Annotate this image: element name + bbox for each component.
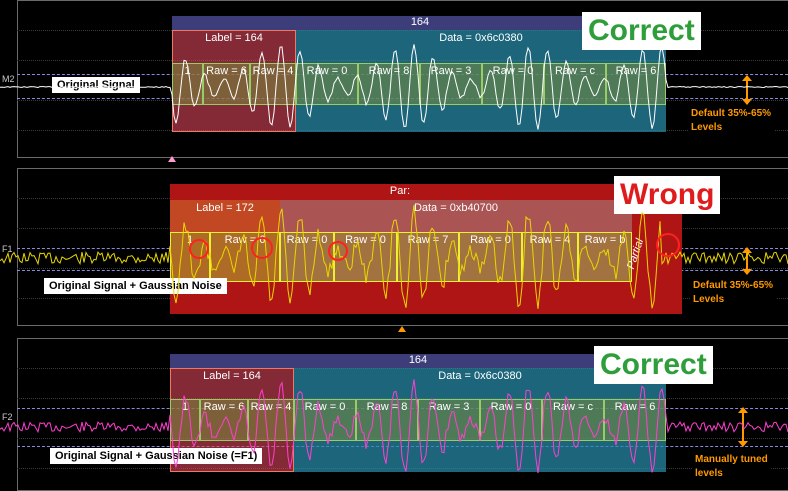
protocol-header-text: 164 (408, 354, 428, 366)
label-field-box (170, 200, 280, 282)
raw-field-text: Raw = 0 (306, 65, 348, 77)
waveform-panel-noisy-default: F1 Par: Label = 172 Data = 0xb40700 1 Raw… (0, 168, 788, 326)
level-note-line2: Levels (691, 122, 723, 133)
raw-field-text: Raw = 6 (206, 65, 247, 77)
error-circle-icon (251, 237, 273, 259)
level-range-arrow-icon (742, 247, 752, 275)
verdict-label: Correct (594, 346, 713, 384)
raw-field-text: Raw = 3 (428, 401, 470, 413)
raw-field-cell (604, 399, 666, 441)
level-note-line1: Manually tuned (695, 454, 768, 465)
raw-field-text: Raw = 6 (203, 401, 245, 413)
label-field-text: Label = 172 (196, 202, 254, 214)
trigger-marker-icon (398, 326, 406, 332)
raw-field-text: Raw = 3 (430, 65, 472, 77)
level-note: Manually tuned levels (692, 452, 771, 482)
level-note: Default 35%-65% Levels (688, 106, 775, 136)
raw-field-text: Raw = 0 (345, 234, 386, 246)
raw-field-text: Raw = 0 (304, 401, 346, 413)
raw-field-cell (356, 399, 418, 441)
error-circle-icon (328, 241, 348, 261)
raw-field-text: Raw = 4 (250, 401, 292, 413)
protocol-header-text: Par: (389, 185, 411, 197)
label-field-text: Label = 164 (203, 370, 261, 382)
waveform-trace (0, 205, 788, 309)
signal-label: Original Signal (52, 77, 140, 93)
panel-frame (17, 168, 788, 326)
data-field-text: Data = 0x6c0380 (438, 370, 522, 382)
raw-field-cell (522, 232, 578, 282)
protocol-header-text: 164 (410, 16, 430, 28)
signal-label: Original Signal + Gaussian Noise (=F1) (50, 448, 263, 464)
waveform-panel-original: M2 164 Label = 164 Data = 0x6c0380 1 Raw … (0, 0, 788, 158)
channel-label: F2 (2, 412, 13, 422)
raw-field-text: Raw = c (554, 65, 596, 77)
raw-field-text: Raw = 4 (529, 234, 571, 246)
raw-field-cell (578, 232, 632, 282)
raw-field-text: 1 (186, 234, 194, 246)
level-note-line1: Default 35%-65% (691, 108, 772, 119)
raw-field-cell (459, 232, 522, 282)
level-note-line2: levels (695, 468, 723, 479)
raw-field-text: Raw = c (552, 401, 594, 413)
raw-field-text: Raw = b (584, 234, 626, 246)
raw-field-text: Raw = 6 (224, 234, 266, 246)
raw-field-text: Raw = 0 (490, 401, 532, 413)
waveform-trace (0, 44, 788, 130)
waveform-panel-noisy-tuned: F2 164 Label = 164 Data = 0x6c0380 1 Raw … (0, 338, 788, 491)
channel-label: F1 (2, 244, 13, 254)
error-circle-icon (656, 233, 680, 257)
level-note-line1: Default 35%-65% (693, 280, 774, 291)
data-field-text: Data = 0xb40700 (413, 202, 499, 214)
level-range-arrow-icon (742, 75, 752, 105)
raw-field-text: 1 (184, 65, 191, 77)
protocol-header-bar (172, 16, 666, 30)
raw-field-text: 1 (181, 401, 189, 413)
verdict-label: Correct (582, 12, 701, 50)
protocol-header-bar (170, 354, 666, 368)
trigger-marker-icon (168, 156, 176, 162)
level-note: Default 35%-65% Levels (690, 278, 777, 308)
channel-label: M2 (2, 74, 15, 84)
raw-field-text: Raw = 4 (252, 65, 294, 77)
waveform-trace (0, 379, 788, 474)
data-field-text: Data = 0x6c0380 (439, 32, 523, 44)
raw-field-cell (544, 63, 606, 105)
raw-field-text: Raw = 0 (470, 234, 511, 246)
raw-field-cell (480, 399, 542, 441)
panel-frame (17, 0, 788, 158)
label-field-text: Label = 164 (205, 32, 263, 44)
verdict-label: Wrong (614, 176, 721, 214)
error-circle-icon (189, 239, 209, 259)
level-note-line2: Levels (693, 294, 725, 305)
